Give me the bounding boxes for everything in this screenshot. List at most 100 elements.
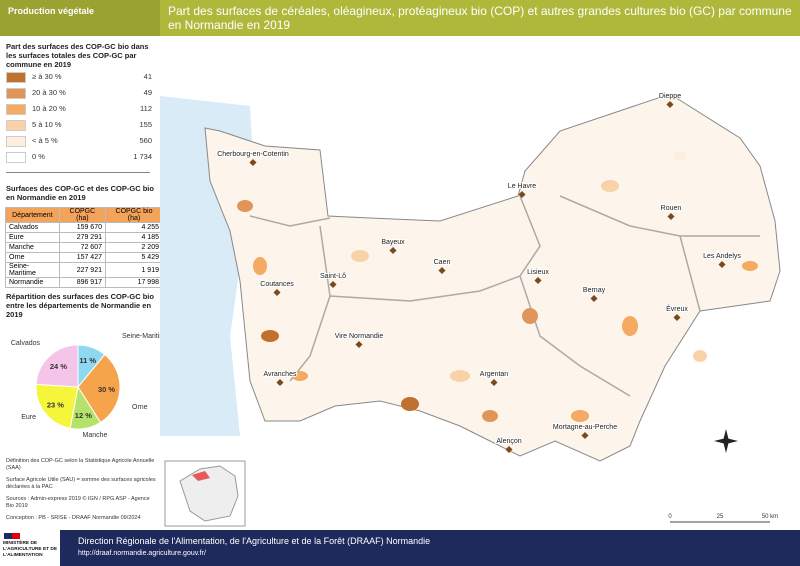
city-label: Cherbourg-en-Cotentin: [217, 151, 289, 158]
city-label: Bayeux: [381, 239, 405, 246]
city-label: Vire Normandie: [335, 333, 384, 340]
city-label: Coutances: [260, 281, 294, 288]
city-marker: [590, 294, 598, 303]
note: Conception : PB - SRISE - DRAAF Normandi…: [6, 515, 141, 521]
table-row: Eure 279 291 4 185: [5, 232, 163, 243]
patch: [351, 250, 369, 262]
pie-title: Répartition des surfaces des COP-GC bio …: [6, 292, 154, 319]
patch: [742, 261, 758, 271]
note: Sources : Admin-express 2019 © IGN / RPG…: [6, 496, 150, 509]
table-cell: 2 209: [105, 242, 163, 253]
logo: [4, 533, 20, 539]
table-cell: 5 429: [105, 252, 163, 263]
city-label: Caen: [434, 259, 451, 266]
scale-label: 0: [668, 514, 672, 520]
table-header: COPGC bio (ha): [105, 207, 163, 223]
patch: [693, 350, 707, 362]
city-label: Lisieux: [527, 269, 549, 276]
legend-label: 20 à 30 %: [32, 88, 66, 97]
city-marker: [718, 260, 726, 269]
table-cell: 4 185: [105, 232, 163, 243]
table-row: Calvados 159 670 4 255: [5, 222, 163, 233]
normandy-highlight: [192, 471, 210, 481]
table-cell: Seine-Maritime: [5, 262, 60, 278]
slice-label: Orne: [132, 404, 148, 411]
legend-swatch: [6, 104, 26, 115]
patch: [622, 316, 638, 336]
city-marker: [518, 190, 526, 199]
legend-count: 155: [139, 120, 152, 129]
city-label: Argentan: [480, 371, 509, 378]
table-cell: 4 255: [105, 222, 163, 233]
table-cell: 896 917: [58, 277, 107, 288]
legend-label: 5 à 10 %: [32, 120, 62, 129]
commune-patches: [237, 151, 758, 422]
legend-label: 10 à 20 %: [32, 104, 66, 113]
legend-label: < à 5 %: [32, 136, 58, 145]
region-outline: [204, 93, 781, 462]
page-title: Part des surfaces de céréales, oléagineu…: [160, 0, 800, 36]
pie-slice: [35, 383, 79, 429]
inset-map: [164, 460, 246, 527]
north-arrow: [714, 429, 738, 453]
city-marker: [438, 266, 446, 275]
city-label: Avranches: [264, 371, 297, 378]
value-label: 23 %: [47, 401, 64, 410]
org-name: Direction Régionale de l'Alimentation, d…: [78, 536, 431, 546]
pie-slice: [35, 344, 79, 388]
city-marker: [666, 100, 674, 109]
table-row: Manche 72 607 2 209: [5, 242, 163, 253]
city-marker: [389, 246, 397, 255]
legend-count: 560: [139, 136, 152, 145]
compass: [714, 429, 738, 453]
city-marker: [355, 340, 363, 349]
table-row: Seine-Maritime 227 921 1 919: [5, 262, 163, 278]
city-label: Rouen: [661, 205, 682, 212]
city-label: Mortagne-au-Perche: [553, 424, 617, 431]
value-label: 12 %: [75, 411, 92, 420]
legend-swatch: [6, 88, 26, 99]
legend-label: ≥ à 30 %: [32, 72, 62, 81]
table-cell: Eure: [5, 232, 60, 243]
scale-label: 25: [717, 514, 724, 520]
city-label: Bernay: [583, 287, 606, 294]
patch: [571, 410, 589, 422]
pie-slice: [77, 353, 121, 424]
city-marker: [249, 158, 257, 167]
table-cell: 17 998: [105, 277, 163, 288]
patch: [253, 257, 267, 275]
legend-title: Part des surfaces des COP-GC bio dans le…: [6, 42, 149, 69]
table-cell: 227 921: [58, 262, 107, 278]
separator: [6, 172, 150, 173]
city-label: Saint-Lô: [320, 273, 346, 280]
legend-count: 49: [143, 88, 152, 97]
city-marker: [581, 431, 589, 440]
city-marker: [667, 212, 675, 221]
city-marker: [534, 276, 542, 285]
patch: [401, 397, 419, 411]
slice-label: Calvados: [11, 340, 41, 347]
city-marker: [490, 378, 498, 387]
legend-swatch: [6, 152, 26, 163]
table-cell: Calvados: [5, 222, 60, 233]
city-marker: [329, 280, 337, 289]
patch: [601, 180, 619, 192]
city-label: Alençon: [496, 438, 521, 445]
footer: Direction Régionale de l'Alimentation, d…: [60, 530, 800, 566]
legend-swatch: [6, 136, 26, 147]
table-title: Surfaces des COP-GC et des COP-GC bio en…: [6, 184, 154, 202]
slice-label: Manche: [83, 432, 108, 439]
legend-swatch: [6, 72, 26, 83]
patch: [482, 410, 498, 422]
city-marker: [276, 378, 284, 387]
city-label: Le Havre: [508, 183, 537, 190]
patch: [292, 371, 308, 381]
patch: [522, 308, 538, 324]
patch: [261, 330, 279, 342]
table-cell: 1 919: [105, 262, 163, 278]
table-row: Orne 157 427 5 429: [5, 252, 163, 263]
map: Dieppe Cherbourg-en-Cotentin Le Havre Rouen…: [160, 36, 800, 530]
ministry: MINISTÈRE DE L'AGRICULTURE ET DE L'ALIME…: [3, 541, 58, 558]
table-header: Département: [5, 207, 60, 223]
france-shape: [179, 465, 239, 522]
